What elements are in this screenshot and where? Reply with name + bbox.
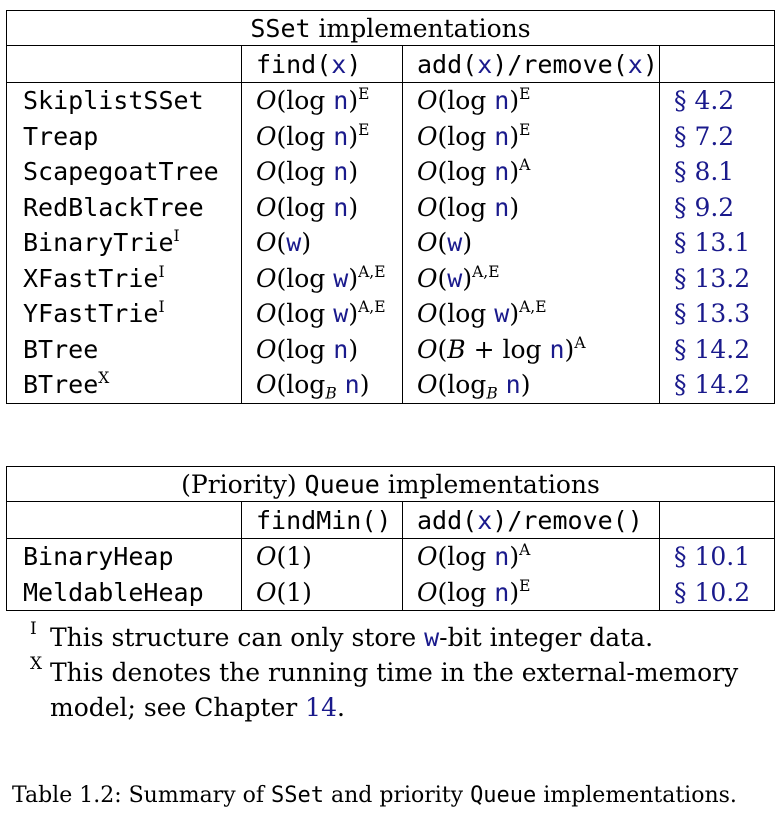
table-row: ScapegoatTree O(log n) O(log n)A § 8.1 <box>6 154 775 190</box>
section-ref-link[interactable]: § 13.2 <box>659 260 775 296</box>
find-complexity: O(log n)E <box>241 118 403 154</box>
footnote-external-memory: X This denotes the running time in the e… <box>30 654 738 690</box>
queue-header-add-remove: add(x)/remove() <box>402 501 660 539</box>
footnote-integer-data: I This structure can only store w-bit in… <box>30 619 738 655</box>
section-ref-link[interactable]: § 13.1 <box>659 225 775 261</box>
table-row: BTree O(log n) O(B + log n)A § 14.2 <box>6 331 775 367</box>
find-min-complexity: O(1) <box>241 538 403 575</box>
sset-header-name <box>6 45 242 83</box>
queue-header-find-min: findMin() <box>241 501 403 539</box>
structure-name: XFastTrieI <box>6 260 242 296</box>
add-remove-complexity: O(log n)A <box>402 154 660 190</box>
section-ref-link[interactable]: § 8.1 <box>659 154 775 190</box>
section-ref-link[interactable]: § 13.3 <box>659 296 775 332</box>
structure-name: BinaryTrieI <box>6 225 242 261</box>
queue-table-title: (Priority) Queue implementations <box>6 466 775 502</box>
section-ref-link[interactable]: § 14.2 <box>659 367 775 404</box>
section-ref-link[interactable]: § 10.2 <box>659 574 775 611</box>
section-ref-link[interactable]: § 4.2 <box>659 82 775 119</box>
table-row: Treap O(log n)E O(log n)E § 7.2 <box>6 118 775 154</box>
footnote-mark-i: I <box>30 619 37 639</box>
table-row: BTreeX O(logB n) O(logB n) § 14.2 <box>6 367 775 404</box>
add-remove-complexity: O(log n)E <box>402 118 660 154</box>
find-complexity: O(log n) <box>241 189 403 225</box>
section-ref-link[interactable]: § 7.2 <box>659 118 775 154</box>
sset-table: SSet implementations find(x) add(x)/remo… <box>6 10 775 404</box>
add-remove-complexity: O(log w)A,E <box>402 296 660 332</box>
table-row: MeldableHeap O(1) O(log n)E § 10.2 <box>6 574 775 611</box>
table-row: RedBlackTree O(log n) O(log n) § 9.2 <box>6 189 775 225</box>
add-remove-complexity: O(log n)E <box>402 574 660 611</box>
find-complexity: O(log w)A,E <box>241 260 403 296</box>
footnotes: I This structure can only store w-bit in… <box>30 619 738 725</box>
table-row: SkiplistSSet O(log n)E O(log n)E § 4.2 <box>6 82 775 119</box>
table-row: XFastTrieI O(log w)A,E O(w)A,E § 13.2 <box>6 260 775 296</box>
structure-name: BinaryHeap <box>6 538 242 575</box>
footnote-mark-x: X <box>30 654 43 674</box>
structure-name: Treap <box>6 118 242 154</box>
structure-name: YFastTrieI <box>6 296 242 332</box>
find-min-complexity: O(1) <box>241 574 403 611</box>
add-remove-complexity: O(logB n) <box>402 367 660 404</box>
queue-table: (Priority) Queue implementations findMin… <box>6 466 775 611</box>
structure-name: SkiplistSSet <box>6 82 242 119</box>
table-row: BinaryTrieI O(w) O(w) § 13.1 <box>6 225 775 261</box>
add-remove-complexity: O(B + log n)A <box>402 331 660 367</box>
section-ref-link[interactable]: § 10.1 <box>659 538 775 575</box>
section-ref-link[interactable]: § 14.2 <box>659 331 775 367</box>
structure-name: BTreeX <box>6 367 242 404</box>
sset-header-ref <box>659 45 775 83</box>
structure-name: RedBlackTree <box>6 189 242 225</box>
sset-header-find: find(x) <box>241 45 403 83</box>
chapter-ref-link[interactable]: 14 <box>305 693 337 722</box>
find-complexity: O(log w)A,E <box>241 296 403 332</box>
structure-name: BTree <box>6 331 242 367</box>
footnote-external-memory-cont: model; see Chapter 14. <box>50 693 345 722</box>
queue-header-name <box>6 501 242 539</box>
section-ref-link[interactable]: § 9.2 <box>659 189 775 225</box>
find-complexity: O(logB n) <box>241 367 403 404</box>
find-complexity: O(log n) <box>241 154 403 190</box>
structure-name: ScapegoatTree <box>6 154 242 190</box>
add-remove-complexity: O(w) <box>402 225 660 261</box>
add-remove-complexity: O(w)A,E <box>402 260 660 296</box>
queue-header-ref <box>659 501 775 539</box>
table-caption: Table 1.2: Summary of SSet and priority … <box>12 783 737 808</box>
add-remove-complexity: O(log n) <box>402 189 660 225</box>
sset-table-title: SSet implementations <box>6 10 775 46</box>
add-remove-complexity: O(log n)A <box>402 538 660 575</box>
find-complexity: O(log n) <box>241 331 403 367</box>
table-row: BinaryHeap O(1) O(log n)A § 10.1 <box>6 538 775 575</box>
structure-name: MeldableHeap <box>6 574 242 611</box>
find-complexity: O(log n)E <box>241 82 403 119</box>
add-remove-complexity: O(log n)E <box>402 82 660 119</box>
table-row: YFastTrieI O(log w)A,E O(log w)A,E § 13.… <box>6 296 775 332</box>
sset-header-add-remove: add(x)/remove(x) <box>402 45 660 83</box>
find-complexity: O(w) <box>241 225 403 261</box>
